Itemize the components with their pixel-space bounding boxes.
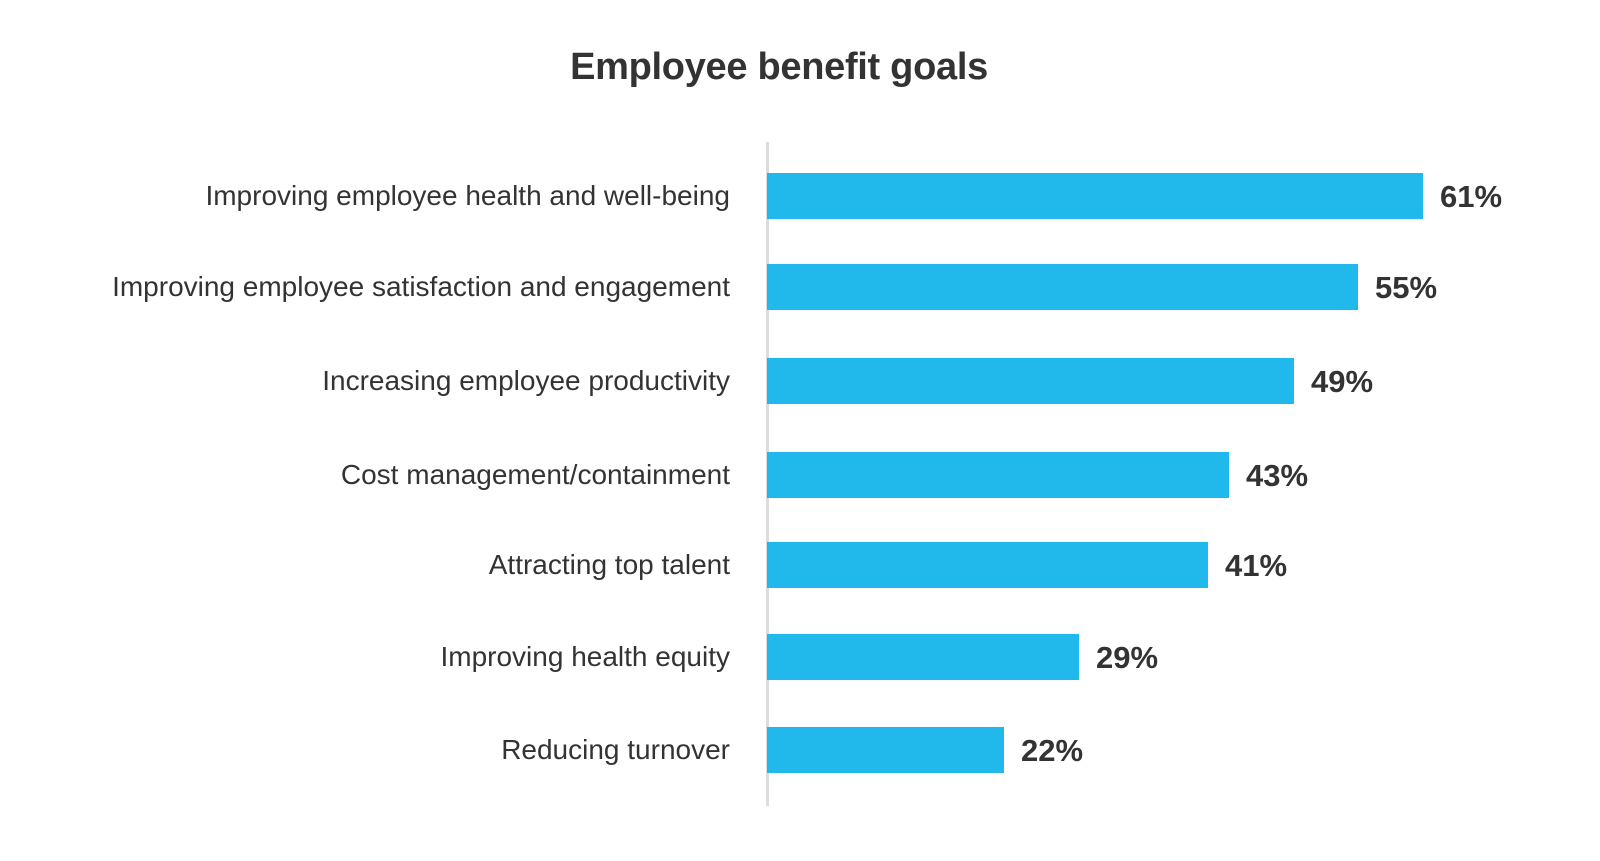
value-label: 55% [1375, 270, 1438, 305]
bar [767, 173, 1423, 219]
category-label: Increasing employee productivity [322, 365, 730, 396]
value-label: 22% [1021, 733, 1084, 768]
bar [767, 634, 1079, 680]
bar-row: Cost management/containment 43% [0, 452, 1600, 498]
bar-row: Reducing turnover 22% [0, 727, 1600, 773]
bar [767, 452, 1229, 498]
value-label: 29% [1096, 640, 1159, 675]
bar [767, 264, 1358, 310]
bar-row: Attracting top talent 41% [0, 542, 1600, 588]
value-label: 61% [1440, 179, 1503, 214]
bar [767, 358, 1294, 404]
category-label: Attracting top talent [488, 549, 730, 580]
category-label: Improving health equity [440, 641, 730, 672]
category-label: Reducing turnover [501, 734, 730, 765]
value-label: 41% [1225, 548, 1288, 583]
bar [767, 727, 1004, 773]
bar-row: Increasing employee productivity 49% [0, 358, 1600, 404]
bar-row: Improving employee health and well-being… [0, 173, 1600, 219]
category-label: Cost management/containment [340, 459, 730, 490]
category-label: Improving employee satisfaction and enga… [112, 271, 730, 302]
chart-title: Employee benefit goals [570, 46, 988, 88]
bar [767, 542, 1208, 588]
value-label: 43% [1246, 458, 1309, 493]
category-label: Improving employee health and well-being [205, 180, 730, 211]
value-label: 49% [1311, 364, 1374, 399]
bar-row: Improving employee satisfaction and enga… [0, 264, 1600, 310]
bar-row: Improving health equity 29% [0, 634, 1600, 680]
